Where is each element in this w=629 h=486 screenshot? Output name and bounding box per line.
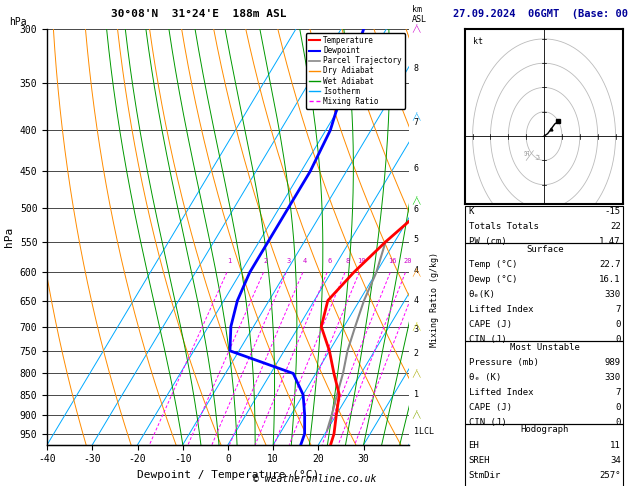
Text: 3: 3 — [287, 259, 291, 264]
Text: ╱╲: ╱╲ — [412, 268, 421, 277]
Text: ╱╲: ╱╲ — [412, 323, 421, 330]
Text: Dewp (°C): Dewp (°C) — [469, 275, 517, 284]
Text: 34: 34 — [610, 456, 621, 465]
Text: StmDir: StmDir — [469, 471, 501, 480]
Text: km
ASL: km ASL — [412, 5, 427, 24]
Text: 0: 0 — [615, 320, 621, 329]
Text: 0: 0 — [615, 403, 621, 412]
Text: K: K — [469, 207, 474, 216]
Text: Hodograph: Hodograph — [521, 426, 569, 434]
Text: CIN (J): CIN (J) — [469, 418, 506, 427]
Text: Temp (°C): Temp (°C) — [469, 260, 517, 269]
Text: ╱╲: ╱╲ — [412, 113, 421, 121]
Text: EH: EH — [469, 441, 479, 450]
Text: 20: 20 — [403, 259, 412, 264]
Text: Lifted Index: Lifted Index — [469, 305, 533, 314]
Text: 2: 2 — [264, 259, 268, 264]
Text: Most Unstable: Most Unstable — [509, 343, 580, 352]
Text: ╱╲: ╱╲ — [412, 25, 421, 33]
X-axis label: Dewpoint / Temperature (°C): Dewpoint / Temperature (°C) — [137, 470, 319, 480]
Text: 0: 0 — [615, 418, 621, 427]
Text: 6: 6 — [328, 259, 331, 264]
Text: 1.47: 1.47 — [599, 237, 621, 246]
Text: 330: 330 — [604, 373, 621, 382]
Text: 30°08'N  31°24'E  188m ASL: 30°08'N 31°24'E 188m ASL — [111, 9, 287, 19]
Text: 1: 1 — [228, 259, 231, 264]
Text: ℑ: ℑ — [535, 156, 540, 161]
Text: Pressure (mb): Pressure (mb) — [469, 358, 538, 367]
Text: 22.7: 22.7 — [599, 260, 621, 269]
Text: kt: kt — [472, 37, 482, 46]
Y-axis label: hPa: hPa — [4, 227, 14, 247]
Text: Totals Totals: Totals Totals — [469, 222, 538, 231]
Text: Surface: Surface — [526, 245, 564, 254]
Text: PW (cm): PW (cm) — [469, 237, 506, 246]
Text: 0: 0 — [615, 335, 621, 344]
Text: ╱╲: ╱╲ — [412, 369, 421, 378]
Text: 16: 16 — [388, 259, 397, 264]
Text: 330: 330 — [604, 290, 621, 299]
Text: 10: 10 — [357, 259, 366, 264]
Text: θₑ (K): θₑ (K) — [469, 373, 501, 382]
Text: ℜ: ℜ — [523, 151, 529, 156]
Text: 989: 989 — [604, 358, 621, 367]
Text: Mixing Ratio (g/kg): Mixing Ratio (g/kg) — [430, 252, 438, 347]
Text: 7: 7 — [615, 388, 621, 397]
Text: © weatheronline.co.uk: © weatheronline.co.uk — [253, 473, 376, 484]
Text: 257°: 257° — [599, 471, 621, 480]
Text: 22: 22 — [610, 222, 621, 231]
Text: -15: -15 — [604, 207, 621, 216]
Text: ╱╲: ╱╲ — [412, 197, 421, 206]
Text: θₑ(K): θₑ(K) — [469, 290, 496, 299]
Text: SREH: SREH — [469, 456, 490, 465]
Text: 7: 7 — [615, 305, 621, 314]
Legend: Temperature, Dewpoint, Parcel Trajectory, Dry Adiabat, Wet Adiabat, Isotherm, Mi: Temperature, Dewpoint, Parcel Trajectory… — [306, 33, 405, 109]
Text: Lifted Index: Lifted Index — [469, 388, 533, 397]
Text: 11: 11 — [610, 441, 621, 450]
Text: hPa: hPa — [9, 17, 27, 27]
Text: CIN (J): CIN (J) — [469, 335, 506, 344]
Text: CAPE (J): CAPE (J) — [469, 320, 511, 329]
Text: ╱╲: ╱╲ — [412, 411, 421, 419]
Text: CAPE (J): CAPE (J) — [469, 403, 511, 412]
Text: 8: 8 — [345, 259, 350, 264]
Text: 27.09.2024  06GMT  (Base: 00): 27.09.2024 06GMT (Base: 00) — [454, 9, 629, 19]
Text: 4: 4 — [303, 259, 308, 264]
Text: 16.1: 16.1 — [599, 275, 621, 284]
